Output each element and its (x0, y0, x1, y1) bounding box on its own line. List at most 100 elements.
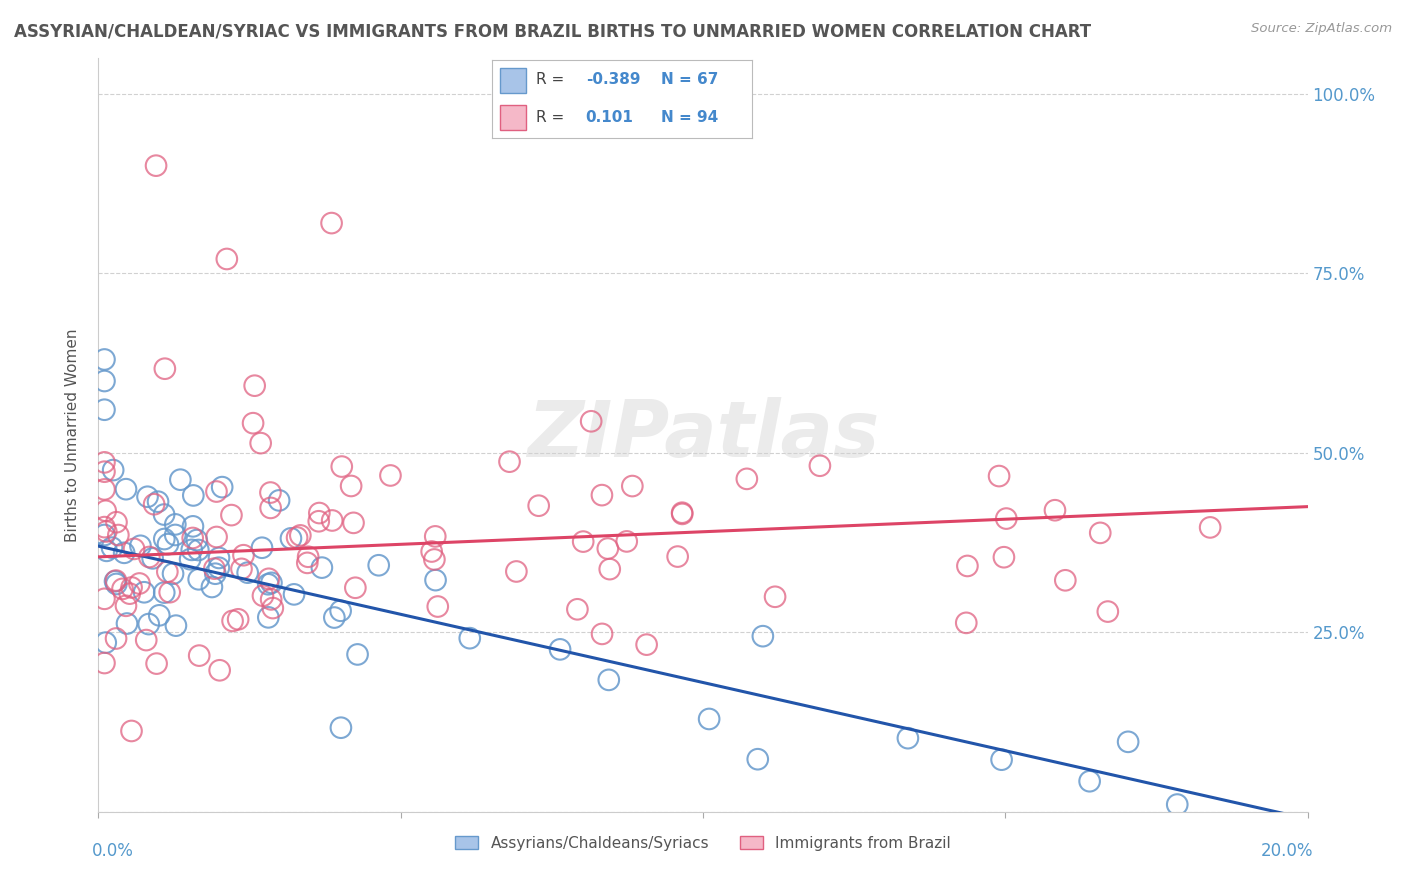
Point (323, 610, 346, 624)
Point (257, 577, 280, 591)
Y-axis label: Births to Unmarried Women: Births to Unmarried Women (65, 328, 80, 541)
Point (145, 657, 167, 671)
Point (93, 465, 115, 479)
Point (1090, 525, 1112, 540)
Point (107, 528, 129, 542)
Point (93, 520, 115, 534)
Point (221, 508, 243, 522)
Point (93, 352, 115, 367)
Text: 0.0%: 0.0% (93, 842, 134, 860)
Point (153, 585, 176, 599)
Point (122, 541, 145, 556)
Point (260, 575, 283, 590)
Point (93, 374, 115, 388)
Point (752, 629, 775, 643)
Point (321, 216, 343, 230)
Point (346, 648, 368, 662)
Point (162, 566, 184, 581)
Point (426, 599, 449, 614)
Point (572, 534, 595, 549)
Point (96, 524, 118, 539)
Point (252, 589, 274, 603)
Point (215, 252, 238, 266)
Point (202, 561, 225, 575)
Point (297, 556, 319, 570)
Point (259, 500, 281, 515)
FancyBboxPatch shape (501, 68, 526, 93)
Point (112, 546, 135, 560)
Point (280, 532, 302, 546)
Point (183, 488, 205, 502)
Point (1166, 797, 1188, 812)
Point (104, 574, 127, 588)
Point (226, 612, 249, 626)
Point (134, 585, 156, 599)
Point (236, 566, 259, 580)
Point (169, 473, 191, 487)
Text: 0.101: 0.101 (586, 110, 634, 125)
Text: Source: ZipAtlas.com: Source: ZipAtlas.com (1251, 22, 1392, 36)
Point (308, 514, 330, 528)
Point (329, 721, 352, 735)
Point (94, 504, 117, 518)
Point (201, 580, 224, 594)
Point (1054, 574, 1077, 588)
Point (159, 585, 181, 599)
Point (548, 642, 571, 657)
Point (250, 541, 273, 555)
Point (425, 529, 447, 543)
Point (505, 565, 527, 579)
Point (458, 631, 481, 645)
Point (269, 493, 291, 508)
Point (105, 515, 128, 529)
Point (181, 531, 204, 545)
Point (205, 484, 228, 499)
Point (187, 572, 209, 586)
Point (148, 608, 170, 623)
Point (1043, 503, 1066, 517)
Point (104, 574, 127, 589)
Point (105, 577, 128, 591)
Point (367, 558, 389, 573)
Point (285, 531, 308, 545)
Point (221, 614, 243, 628)
Point (249, 436, 271, 450)
Point (138, 617, 160, 632)
Point (527, 499, 550, 513)
Point (808, 458, 831, 473)
Point (591, 627, 613, 641)
Point (735, 472, 758, 486)
Text: 20.0%: 20.0% (1261, 842, 1313, 860)
Point (290, 528, 312, 542)
Point (990, 753, 1012, 767)
Point (955, 615, 977, 630)
Point (747, 752, 769, 766)
Point (242, 416, 264, 430)
Point (599, 562, 621, 576)
Point (420, 544, 443, 558)
Point (260, 592, 283, 607)
Point (1097, 605, 1119, 619)
Point (156, 537, 179, 551)
Point (208, 551, 231, 566)
Point (579, 414, 602, 428)
Point (187, 543, 209, 558)
Text: ASSYRIAN/CHALDEAN/SYRIAC VS IMMIGRANTS FROM BRAZIL BIRTHS TO UNMARRIED WOMEN COR: ASSYRIAN/CHALDEAN/SYRIAC VS IMMIGRANTS F… (14, 22, 1091, 40)
Point (115, 599, 138, 613)
Point (232, 548, 254, 562)
Point (129, 539, 152, 553)
Point (208, 663, 231, 677)
Point (344, 581, 367, 595)
Point (697, 712, 720, 726)
Point (165, 528, 187, 542)
Point (297, 549, 319, 564)
Point (204, 566, 226, 581)
Text: N = 67: N = 67 (661, 72, 718, 87)
Point (995, 511, 1018, 525)
Point (153, 532, 176, 546)
Point (94, 635, 117, 649)
Point (136, 490, 159, 504)
Point (186, 533, 208, 547)
Point (93, 656, 115, 670)
Point (257, 572, 280, 586)
